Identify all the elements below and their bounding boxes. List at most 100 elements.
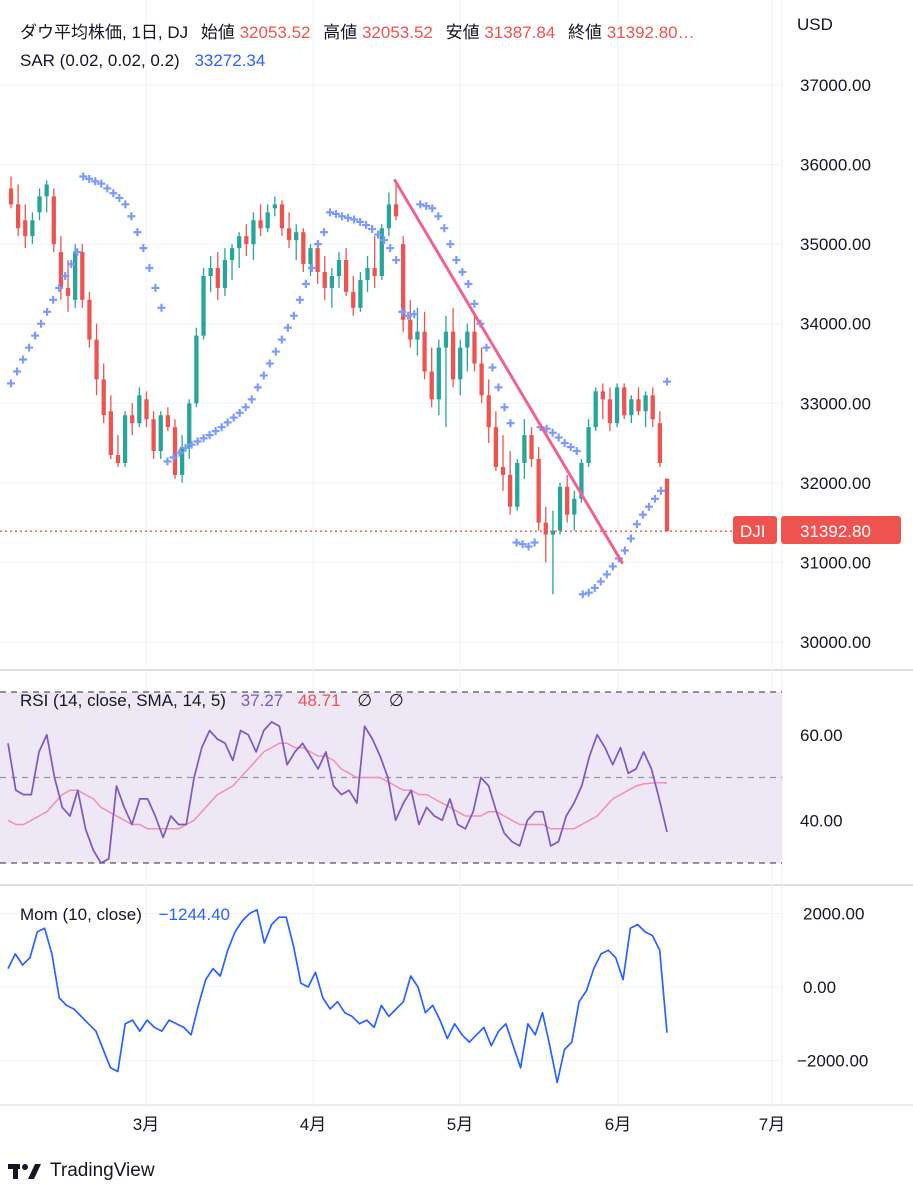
candle (472, 315, 477, 372)
sar-point (157, 303, 166, 312)
sar-point (650, 494, 659, 503)
candle-body (215, 268, 220, 288)
candle-body (237, 236, 242, 249)
candle-body (493, 427, 499, 467)
candle (279, 200, 285, 237)
candle-body (44, 184, 49, 197)
sar-point (175, 448, 184, 457)
candle (386, 192, 392, 237)
candle (251, 212, 256, 261)
candle-body (358, 279, 363, 308)
sar-point (73, 248, 82, 257)
candle (358, 271, 363, 312)
candle-body (80, 252, 85, 300)
candle-body (115, 455, 121, 463)
open-value: 32053.52 (240, 23, 311, 42)
candle-body (422, 331, 427, 372)
sar-point (37, 319, 46, 328)
sar-point (626, 534, 635, 543)
sar-point (524, 542, 533, 551)
rsi-sma-line (7, 742, 668, 830)
open-label: 始値 (201, 23, 235, 42)
price-label-box: DJI 31392.80 (733, 516, 901, 544)
candle (80, 244, 85, 308)
candle-body (51, 196, 56, 245)
candle (165, 407, 171, 432)
candle (101, 363, 106, 424)
candle-body (607, 399, 613, 424)
sar-point (145, 264, 154, 273)
candle-body (372, 268, 377, 276)
sar-point (500, 403, 509, 412)
candle-body (386, 204, 392, 229)
sar-point (344, 213, 353, 222)
sar-point (518, 540, 527, 549)
candle (351, 275, 356, 316)
mom-legend: Mom (10, close) −1244.40 (20, 905, 230, 924)
sar-point (602, 570, 611, 579)
candle (401, 236, 406, 332)
candle-body (194, 335, 199, 404)
candle-body (479, 363, 484, 396)
candle (215, 252, 220, 300)
sar-point (644, 502, 653, 511)
candle-body (222, 260, 228, 288)
sar-point (199, 434, 208, 443)
sar-point (55, 283, 64, 292)
sar-point (590, 583, 599, 592)
candle-body (522, 435, 527, 463)
candle-body (529, 435, 534, 459)
sar-point (13, 367, 22, 376)
candle-body (265, 212, 270, 229)
candle-body (472, 331, 477, 364)
candle (614, 383, 620, 428)
candle-body (122, 415, 128, 463)
candle-body (65, 287, 71, 296)
candle-body (244, 236, 249, 245)
sar-point (127, 212, 136, 221)
candle-body (308, 248, 313, 265)
candle-body (172, 427, 178, 475)
candle-body (73, 252, 78, 300)
legends: ダウ平均株価, 1日, DJ 始値 32053.52 高値 32053.52 安… (20, 15, 833, 924)
candle (664, 478, 670, 532)
candle-body (557, 486, 563, 531)
axes: 3月 4月 5月 6月 7月 37000.00 36000.00 35000.00 34000.… (133, 76, 871, 1134)
sar-point (446, 240, 455, 249)
candle (486, 379, 491, 444)
candle (393, 180, 399, 221)
candle (158, 411, 163, 459)
price-tick-label: 36000.00 (800, 156, 871, 175)
candle (30, 212, 35, 245)
candle (23, 204, 28, 249)
sar-point (458, 267, 467, 276)
candle-body (458, 347, 463, 380)
candle (115, 435, 121, 467)
candle (557, 482, 563, 535)
sar-point (241, 403, 250, 412)
sar-label: SAR (0.02, 0.02, 0.2) (20, 51, 180, 70)
candle (622, 383, 627, 420)
sar-point (295, 295, 304, 304)
candle (73, 244, 78, 308)
sar-point (566, 443, 575, 452)
sar-point (392, 256, 401, 265)
candle-body (593, 391, 598, 428)
price-tick-label: 34000.00 (800, 315, 871, 334)
candle-body (158, 415, 163, 452)
sar-point (25, 343, 34, 352)
sar-point (205, 431, 214, 440)
candle-body (258, 220, 263, 229)
close-label: 終値 (568, 23, 602, 42)
sar-point (422, 201, 431, 210)
sar-point (253, 383, 262, 392)
sar-point (398, 307, 407, 316)
candle-body (500, 466, 506, 475)
x-tick-label: 6月 (605, 1115, 631, 1134)
mom-tick-label: 0.00 (803, 978, 836, 997)
momentum-pane (7, 908, 668, 1084)
sar-point (470, 299, 479, 308)
sar-point (103, 184, 112, 193)
candle (201, 268, 206, 340)
